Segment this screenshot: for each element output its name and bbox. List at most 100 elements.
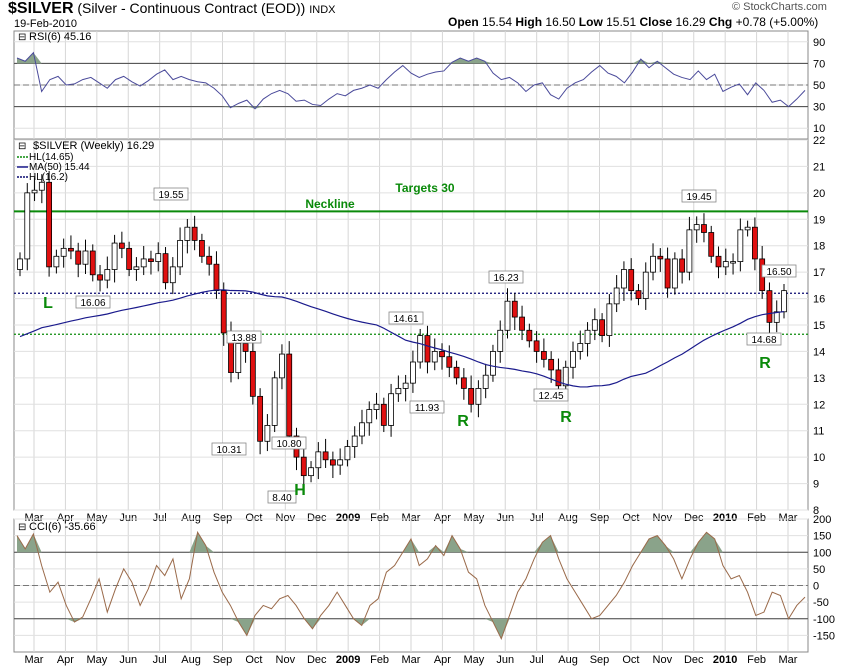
x-tick-label-bottom: Dec <box>684 654 704 666</box>
candle-body <box>373 403 380 410</box>
cci-line <box>16 530 806 640</box>
chart-header: $SILVER (Silver - Continuous Contract (E… <box>8 0 336 18</box>
candle-body <box>184 226 191 241</box>
price-label-box <box>75 295 111 309</box>
x-tick-label: Dec <box>684 512 704 524</box>
candle-body <box>482 374 489 389</box>
candle-body <box>380 403 387 426</box>
candle-body <box>38 181 45 191</box>
x-tick-label: Feb <box>747 512 766 524</box>
candle-body <box>220 290 227 334</box>
candle-body <box>671 258 678 289</box>
symbol-description: (Silver - Continuous Contract (EOD)) <box>77 0 306 16</box>
candle-body <box>599 319 605 336</box>
candle-body <box>497 329 504 352</box>
candle-body <box>439 351 445 358</box>
legend-entry: HL(16.2) <box>29 172 68 183</box>
candle-body <box>257 395 264 442</box>
candle-body <box>162 253 169 284</box>
x-tick-label-bottom: Feb <box>370 654 389 666</box>
x-tick-label: May <box>463 512 484 524</box>
candle-body <box>773 311 780 323</box>
close-value: 16.29 <box>675 15 706 29</box>
x-tick-label: Mar <box>25 512 44 524</box>
candle-body <box>402 382 409 389</box>
x-tick-label-bottom: Mar <box>402 654 421 666</box>
chg-value: +0.78 (+5.00%) <box>735 15 819 29</box>
candle-body <box>271 377 278 426</box>
rsi-y-tick: 10 <box>813 123 825 135</box>
right-shoulder-label-3: R <box>759 355 771 372</box>
candle-body <box>235 343 242 373</box>
x-tick-label-bottom: Oct <box>245 654 262 666</box>
candle-body <box>177 240 183 268</box>
x-tick-label: May <box>86 512 107 524</box>
price-y-tick: 12 <box>813 399 825 411</box>
x-tick-label-bottom: Jul <box>530 654 544 666</box>
x-tick-label: 2010 <box>713 512 737 524</box>
candle-body <box>82 250 89 265</box>
x-tick-label-bottom: Jul <box>153 654 167 666</box>
x-tick-label: Sep <box>590 512 610 524</box>
rsi-y-tick: 50 <box>813 80 825 92</box>
price-y-tick: 9 <box>813 479 819 491</box>
candle-body <box>140 258 147 268</box>
candle-body <box>242 343 249 352</box>
candle-body <box>570 351 576 368</box>
price-label: 16.23 <box>493 273 518 284</box>
candle-body <box>104 269 111 281</box>
right-shoulder-label-1: R <box>457 413 469 430</box>
x-tick-label: Nov <box>276 512 296 524</box>
x-tick-label: Aug <box>181 512 201 524</box>
candle-body <box>148 258 154 262</box>
candle-body <box>613 287 620 305</box>
price-label-box <box>681 189 717 203</box>
candle-body <box>519 316 525 331</box>
rsi-title: RSI(6) 45.16 <box>29 31 91 43</box>
price-y-tick: 10 <box>813 452 825 464</box>
candle-body <box>679 258 686 273</box>
candle-body <box>126 247 133 270</box>
price-y-tick: 16 <box>813 294 825 306</box>
x-tick-label-bottom: Mar <box>25 654 44 666</box>
candle-body <box>657 255 664 260</box>
candle-body <box>548 358 555 371</box>
rsi-y-tick: 70 <box>813 58 825 70</box>
candle-body <box>286 353 293 437</box>
high-value: 16.50 <box>545 15 576 29</box>
candle-body <box>453 366 460 379</box>
candle-body <box>60 247 67 257</box>
candle-body <box>155 253 162 262</box>
price-label: 13.88 <box>231 333 256 344</box>
cci-panel-icon: ⊟ <box>18 522 26 533</box>
price-label-box <box>409 400 445 414</box>
candle-body <box>715 255 722 268</box>
x-tick-label: Oct <box>245 512 262 524</box>
candle-body <box>446 356 453 368</box>
price-label-box <box>153 187 189 201</box>
candle-body <box>751 226 758 260</box>
candle-body <box>359 422 365 437</box>
cci-y-tick: -50 <box>813 597 829 609</box>
candle-body <box>526 329 533 342</box>
price-y-tick: 13 <box>813 373 825 385</box>
x-tick-label-bottom: Aug <box>181 654 201 666</box>
candle-body <box>475 388 482 405</box>
x-tick-label: Apr <box>434 512 451 524</box>
candle-body <box>417 335 424 363</box>
candle-body <box>315 451 322 469</box>
candle-body <box>533 340 540 352</box>
candle-body <box>17 258 23 270</box>
candle-body <box>264 425 271 442</box>
rsi-line <box>16 51 806 110</box>
candle-body <box>686 229 693 273</box>
candle-body <box>199 240 205 257</box>
candle-body <box>53 255 60 268</box>
x-tick-label-bottom: Apr <box>57 654 74 666</box>
price-y-tick: 21 <box>813 161 825 173</box>
symbol: $SILVER <box>8 0 74 17</box>
candle-body <box>97 274 103 281</box>
x-tick-label-bottom: Nov <box>653 654 673 666</box>
x-tick-label: Mar <box>402 512 421 524</box>
